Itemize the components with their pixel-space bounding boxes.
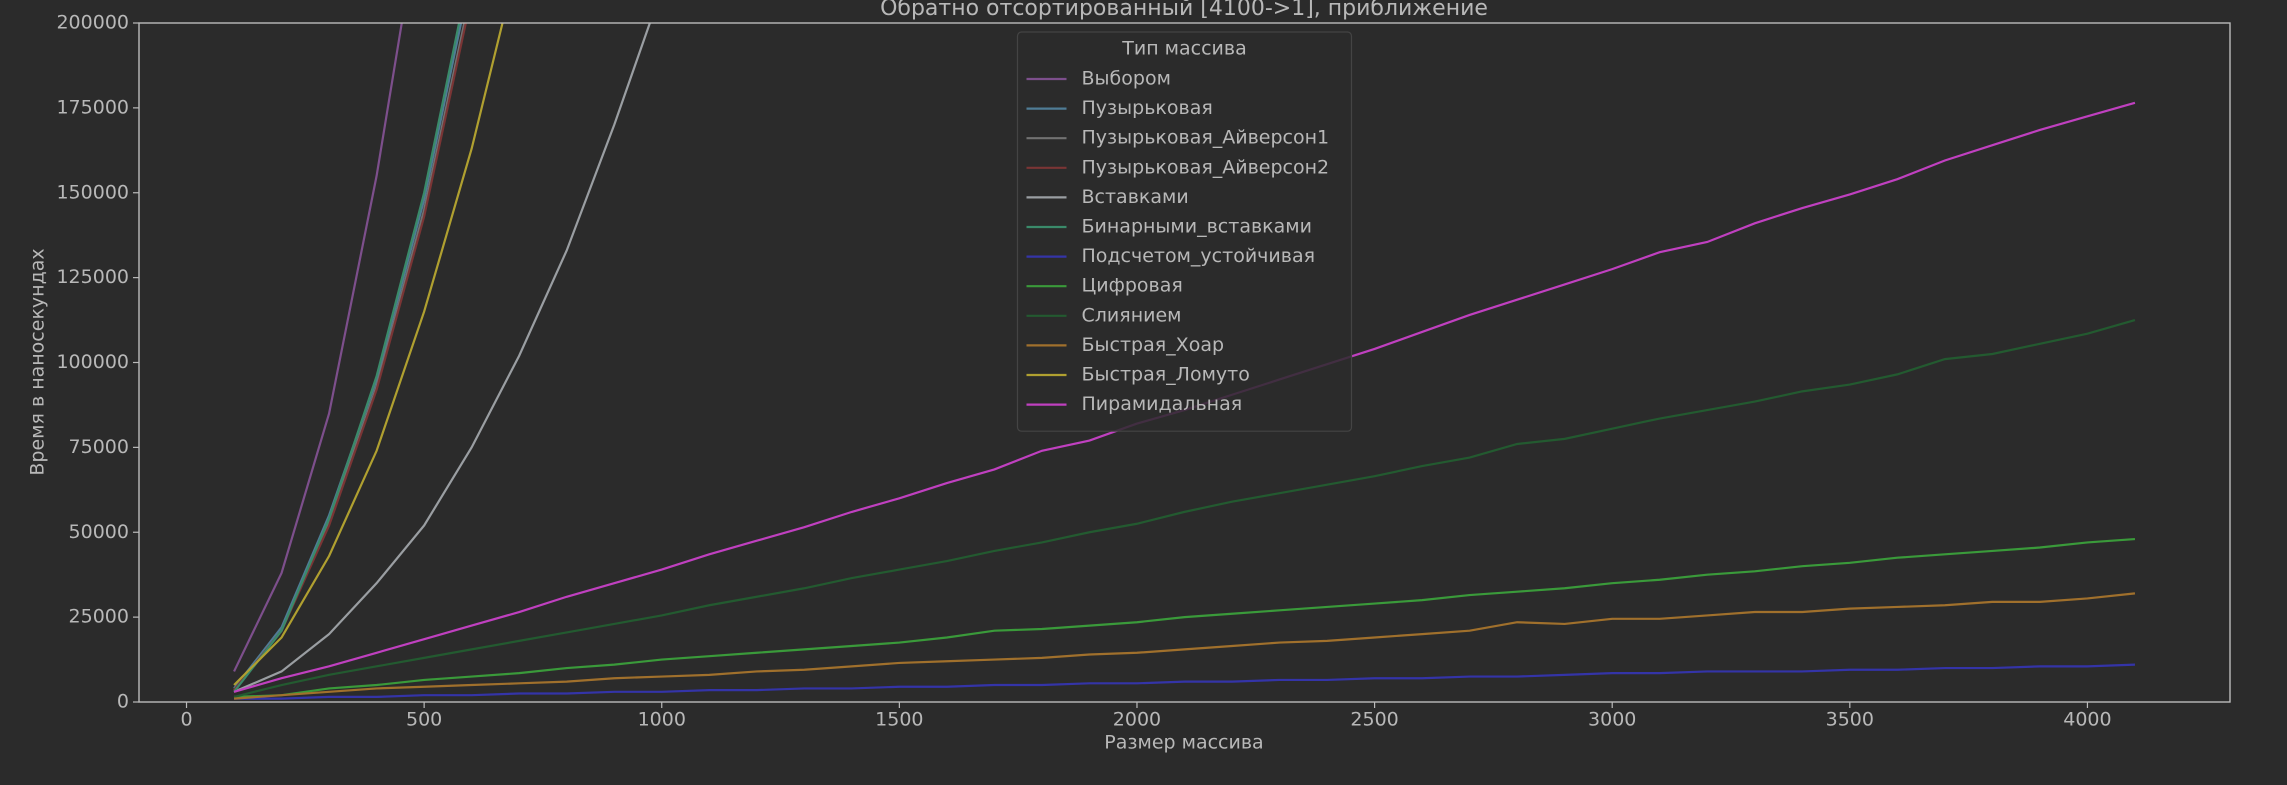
- legend-label: Пирамидальная: [1082, 393, 1243, 415]
- legend-label: Быстрая_Хоар: [1082, 334, 1225, 356]
- series-line: [233, 23, 403, 672]
- x-tick-label: 0: [180, 709, 192, 731]
- legend-label: Пузырьковая_Айверсон1: [1082, 127, 1330, 149]
- y-tick-label: 75000: [69, 436, 129, 458]
- series-line: [233, 319, 2136, 698]
- x-tick-label: 4000: [2063, 709, 2111, 731]
- legend-label: Цифровая: [1082, 275, 1183, 297]
- series-line: [233, 23, 652, 693]
- x-axis-label: Размер массива: [1104, 732, 1263, 754]
- series-line: [233, 23, 504, 686]
- legend-label: Быстрая_Ломуто: [1082, 364, 1250, 386]
- legend-label: Слиянием: [1082, 304, 1182, 326]
- x-tick-label: 3000: [1588, 709, 1636, 731]
- series-line: [233, 23, 461, 693]
- x-tick-label: 2500: [1350, 709, 1398, 731]
- y-tick-label: 200000: [56, 12, 129, 34]
- x-tick-label: 500: [406, 709, 442, 731]
- legend-label: Пузырьковая: [1082, 97, 1213, 119]
- legend-label: Подсчетом_устойчивая: [1082, 245, 1316, 267]
- y-tick-label: 25000: [69, 606, 129, 628]
- y-tick-label: 50000: [69, 521, 129, 543]
- plot-area: [233, 23, 2136, 700]
- series-line: [233, 592, 2136, 700]
- chart-title: Обратно отсортированный [4100->1], прибл…: [880, 0, 1488, 21]
- legend-label: Выбором: [1082, 68, 1171, 90]
- legend-label: Бинарными_вставками: [1082, 216, 1312, 238]
- y-tick-label: 125000: [56, 266, 129, 288]
- legend-box: [1016, 31, 1353, 432]
- y-tick-label: 100000: [56, 351, 129, 373]
- series-line: [234, 663, 2135, 700]
- x-tick-label: 1500: [875, 709, 923, 731]
- legend-title: Тип массива: [1121, 38, 1246, 60]
- y-axis-label: Время в наносекундах: [27, 248, 49, 475]
- legend-label: Пузырьковая_Айверсон2: [1082, 156, 1330, 178]
- x-tick-label: 1000: [638, 709, 686, 731]
- x-tick-label: 2000: [1113, 709, 1161, 731]
- y-tick-label: 0: [117, 691, 129, 713]
- y-tick-label: 150000: [56, 181, 129, 203]
- y-tick-label: 175000: [56, 96, 129, 118]
- x-tick-label: 3500: [1826, 709, 1874, 731]
- series-line: [234, 537, 2136, 699]
- legend-label: Вставками: [1082, 186, 1189, 208]
- legend: Тип массива Выбором Пузырьковая Пузырьковая…: [1016, 31, 1353, 432]
